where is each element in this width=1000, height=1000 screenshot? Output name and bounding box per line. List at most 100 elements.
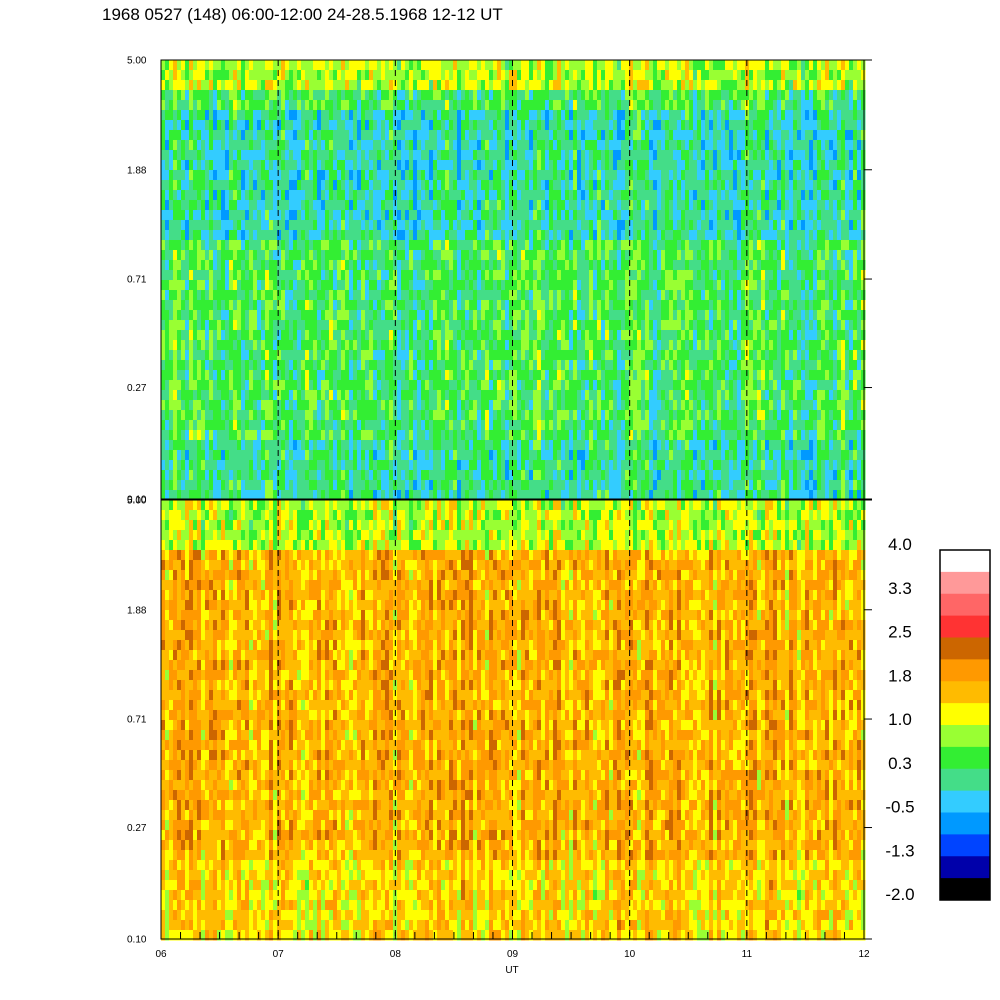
heatmap-cell <box>225 210 230 221</box>
heatmap-cell <box>345 330 350 341</box>
heatmap-cell <box>493 210 498 221</box>
heatmap-cell <box>449 250 454 261</box>
heatmap-cell <box>837 250 842 261</box>
heatmap-cell <box>565 220 570 231</box>
heatmap-cell <box>497 190 502 201</box>
heatmap-cell <box>365 110 370 121</box>
heatmap-cell <box>685 140 690 151</box>
heatmap-cell <box>365 60 370 71</box>
heatmap-cell <box>713 190 718 201</box>
heatmap-cell <box>637 250 642 261</box>
heatmap-cell <box>617 310 622 321</box>
heatmap-cell <box>305 80 310 91</box>
heatmap-cell <box>453 130 458 141</box>
heatmap-cell <box>853 190 858 201</box>
heatmap-cell <box>469 290 474 301</box>
heatmap-cell <box>717 150 722 161</box>
heatmap-cell <box>637 290 642 301</box>
heatmap-cell <box>817 70 822 81</box>
heatmap-cell <box>329 230 334 241</box>
heatmap-cell <box>497 330 502 341</box>
heatmap-cell <box>337 110 342 121</box>
heatmap-cell <box>477 320 482 331</box>
heatmap-cell <box>381 340 386 351</box>
heatmap-cell <box>837 140 842 151</box>
heatmap-cell <box>805 130 810 141</box>
heatmap-cell <box>405 190 410 201</box>
heatmap-cell <box>749 290 754 301</box>
heatmap-cell <box>425 180 430 191</box>
heatmap-cell <box>445 120 450 131</box>
heatmap-cell <box>413 250 418 261</box>
heatmap-cell <box>309 320 314 331</box>
heatmap-cell <box>805 90 810 101</box>
heatmap-cell <box>609 130 614 141</box>
heatmap-cell <box>629 90 634 101</box>
heatmap-cell <box>349 140 354 151</box>
heatmap-cell <box>405 270 410 281</box>
heatmap-cell <box>657 200 662 211</box>
heatmap-cell <box>605 330 610 341</box>
heatmap-cell <box>505 230 510 241</box>
heatmap-cell <box>813 80 818 91</box>
heatmap-cell <box>253 220 258 231</box>
heatmap-cell <box>441 190 446 201</box>
heatmap-cell <box>325 240 330 251</box>
heatmap-cell <box>405 240 410 251</box>
heatmap-cell <box>361 110 366 121</box>
heatmap-cell <box>573 200 578 211</box>
heatmap-cell <box>521 90 526 101</box>
heatmap-cell <box>533 60 538 71</box>
heatmap-cell <box>229 70 234 81</box>
heatmap-cell <box>585 80 590 91</box>
heatmap-cell <box>469 130 474 141</box>
heatmap-cell <box>717 60 722 71</box>
heatmap-cell <box>697 250 702 261</box>
heatmap-cell <box>665 280 670 291</box>
heatmap-cell <box>709 260 714 271</box>
heatmap-cell <box>505 180 510 191</box>
heatmap-cell <box>453 60 458 71</box>
heatmap-cell <box>765 240 770 251</box>
heatmap-cell <box>477 240 482 251</box>
heatmap-cell <box>353 280 358 291</box>
heatmap-cell <box>565 250 570 261</box>
heatmap-cell <box>437 170 442 181</box>
heatmap-cell <box>337 170 342 181</box>
heatmap-cell <box>665 100 670 111</box>
heatmap-cell <box>477 120 482 131</box>
heatmap-cell <box>309 330 314 341</box>
heatmap-cell <box>569 140 574 151</box>
heatmap-cell <box>717 260 722 271</box>
heatmap-cell <box>809 300 814 311</box>
heatmap-cell <box>537 120 542 131</box>
heatmap-cell <box>549 320 554 331</box>
heatmap-cell <box>173 110 178 121</box>
heatmap-cell <box>233 160 238 171</box>
heatmap-cell <box>553 150 558 161</box>
heatmap-cell <box>345 240 350 251</box>
heatmap-cell <box>777 310 782 321</box>
heatmap-cell <box>593 270 598 281</box>
heatmap-cell <box>677 320 682 331</box>
heatmap-cell <box>269 330 274 341</box>
heatmap-cell <box>781 300 786 311</box>
heatmap-cell <box>533 260 538 271</box>
heatmap-cell <box>657 130 662 141</box>
heatmap-cell <box>509 270 514 281</box>
heatmap-cell <box>573 140 578 151</box>
heatmap-cell <box>725 90 730 101</box>
heatmap-cell <box>741 140 746 151</box>
heatmap-cell <box>173 190 178 201</box>
heatmap-cell <box>265 80 270 91</box>
heatmap-cell <box>553 90 558 101</box>
heatmap-cell <box>213 100 218 111</box>
heatmap-cell <box>301 250 306 261</box>
heatmap-cell <box>813 150 818 161</box>
heatmap-cell <box>197 280 202 291</box>
heatmap-cell <box>333 210 338 221</box>
heatmap-cell <box>593 70 598 81</box>
heatmap-cell <box>285 320 290 331</box>
heatmap-cell <box>529 280 534 291</box>
heatmap-cell <box>857 60 862 71</box>
